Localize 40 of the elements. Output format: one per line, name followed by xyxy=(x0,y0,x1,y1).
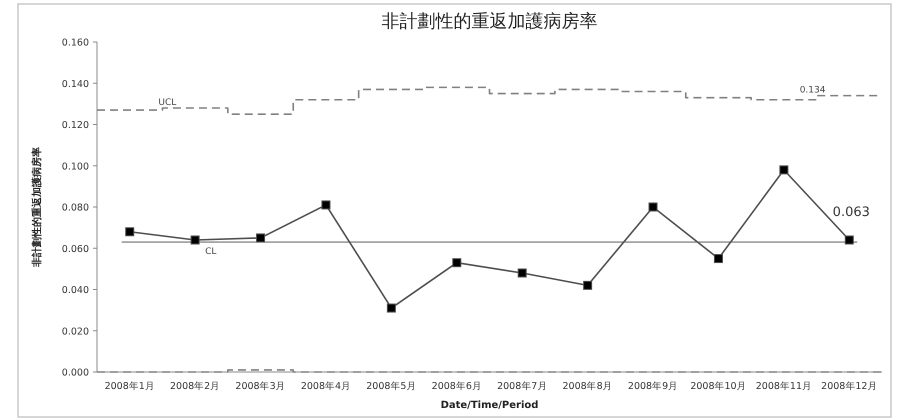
x-tick-label: 2008年8月 xyxy=(562,380,613,392)
point xyxy=(518,268,527,278)
point xyxy=(648,202,658,212)
x-tick-label: 2008年3月 xyxy=(235,380,286,392)
x-tick-label: 2008年1月 xyxy=(104,380,155,392)
point xyxy=(779,165,788,174)
annotation: 0.063 xyxy=(832,205,870,220)
point xyxy=(256,233,266,242)
x-tick-label: 2008年5月 xyxy=(366,380,416,392)
point xyxy=(714,254,723,264)
point xyxy=(190,236,200,244)
y-tick-label: 0.080 xyxy=(62,202,89,214)
x-tick-label: 2008年10月 xyxy=(690,380,747,392)
ref-line-label: CL xyxy=(205,247,216,258)
point xyxy=(844,236,854,244)
x-tick-label: 2008年9月 xyxy=(628,380,678,392)
x-tick-label: 2008年12月 xyxy=(821,380,878,392)
y-tick-label: 0.120 xyxy=(62,120,89,131)
series-label: UCL xyxy=(158,98,176,108)
chart-title: 非計劃性的重返加護病房率 xyxy=(382,11,598,32)
y-axis-title: 非計劃性的重返加護病房率 xyxy=(31,147,43,268)
point xyxy=(583,280,592,290)
x-tick-label: 2008年4月 xyxy=(300,380,352,392)
x-tick-label: 2008年11月 xyxy=(756,380,812,392)
x-tick-label: 2008年7月 xyxy=(497,380,548,392)
y-tick-label: 0.020 xyxy=(62,326,89,338)
point xyxy=(321,200,330,210)
x-tick-label: 2008年2月 xyxy=(170,380,220,392)
annotation: 0.134 xyxy=(800,86,826,96)
y-tick-label: 0.040 xyxy=(62,285,89,296)
point xyxy=(125,227,134,236)
point xyxy=(386,304,396,313)
y-tick-label: 0.060 xyxy=(62,244,89,255)
y-tick-label: 0.000 xyxy=(62,368,89,378)
y-tick-label: 0.100 xyxy=(62,161,89,172)
point xyxy=(452,258,462,268)
x-axis-title: Date/Time/Period xyxy=(440,400,538,411)
x-tick-label: 2008年6月 xyxy=(432,380,482,392)
y-tick-label: 0.140 xyxy=(62,78,89,90)
y-tick-label: 0.160 xyxy=(62,38,89,48)
